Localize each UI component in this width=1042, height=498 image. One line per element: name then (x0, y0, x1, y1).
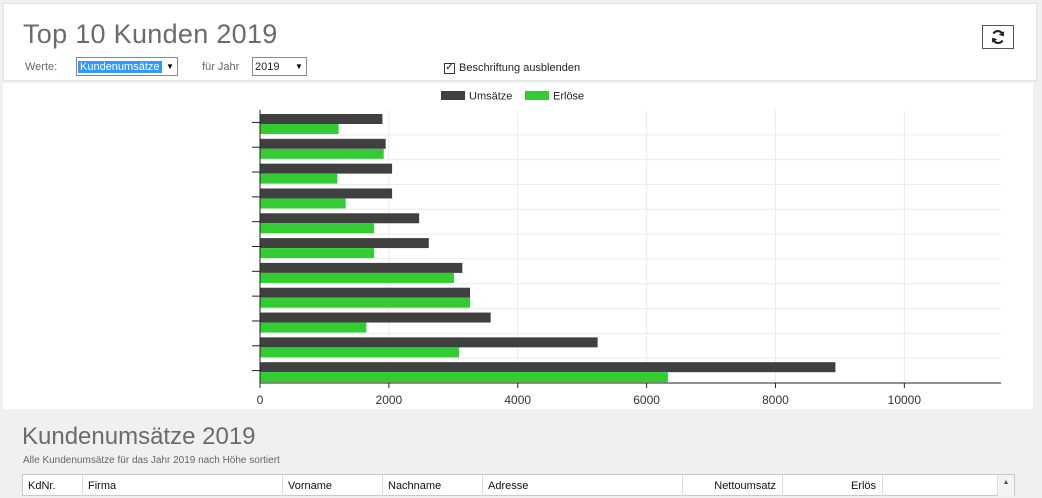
column-header-erloes[interactable]: Erlös (783, 475, 883, 496)
bar-umsaetze (260, 312, 491, 323)
bar-umsaetze (260, 114, 383, 124)
bar-umsaetze (260, 287, 471, 298)
bar-erloese (260, 124, 339, 134)
hide-labels-checkbox[interactable]: ✓ (444, 62, 455, 74)
x-tick-label: 8000 (762, 393, 789, 407)
bar-umsaetze (260, 262, 463, 273)
legend-label-umsaetze: Umsätze (469, 91, 512, 103)
refresh-button[interactable] (982, 25, 1014, 49)
x-tick-label: 0 (257, 393, 264, 407)
header-panel: Top 10 Kunden 2019 Werte: Kundenumsätze … (3, 3, 1037, 81)
column-header-vorname[interactable]: Vorname (283, 475, 383, 496)
bar-erloese (260, 297, 471, 308)
bar-erloese (260, 148, 384, 159)
bar-erloese (260, 173, 338, 184)
x-tick-label: 6000 (633, 393, 660, 407)
column-header-nettoumsatz[interactable]: Nettoumsatz (683, 475, 783, 496)
hide-labels-option[interactable]: ✓ Beschriftung ausblenden (444, 62, 580, 74)
section-title: Kundenumsätze 2019 (22, 423, 256, 450)
table-header: KdNr. Firma Vorname Nachname Adresse Net… (22, 474, 1015, 496)
bar-erloese (260, 322, 367, 333)
bar-umsaetze (260, 362, 836, 373)
bar-erloese (260, 347, 460, 358)
jahr-select-value: 2019 (255, 60, 280, 73)
x-tick-label: 10000 (888, 393, 922, 407)
bar-erloese (260, 223, 375, 234)
jahr-select[interactable]: 2019 ▼ (252, 57, 307, 76)
legend-swatch-umsaetze (441, 91, 465, 100)
hide-labels-label: Beschriftung ausblenden (459, 62, 581, 74)
bar-erloese (260, 198, 346, 209)
jahr-label: für Jahr (202, 61, 240, 73)
bar-umsaetze (260, 188, 393, 199)
column-header-kdnr[interactable]: KdNr. (23, 475, 83, 496)
legend-label-erloese: Erlöse (553, 91, 584, 103)
bar-umsaetze (260, 138, 386, 149)
bar-erloese (260, 372, 668, 383)
column-header-adresse[interactable]: Adresse (483, 475, 683, 496)
page-title: Top 10 Kunden 2019 (23, 19, 278, 49)
chevron-down-icon: ▼ (295, 62, 303, 71)
legend-swatch-erloese (525, 91, 549, 100)
bar-chart: 0 2000 4000 6000 8000 10000 Umsätze Erlöse (252, 91, 1001, 407)
werte-label: Werte: (25, 61, 58, 73)
bar-erloese (260, 248, 375, 259)
x-tick-label: 2000 (376, 393, 403, 407)
section-description: Alle Kundenumsätze für das Jahr 2019 nac… (23, 455, 280, 466)
x-tick-label: 4000 (504, 393, 531, 407)
refresh-icon (991, 29, 1005, 45)
chevron-down-icon: ▼ (166, 62, 174, 71)
bar-erloese (260, 272, 454, 283)
bar-umsaetze (260, 213, 420, 224)
column-header-nachname[interactable]: Nachname (383, 475, 483, 496)
werte-select-value: Kundenumsätze (78, 60, 162, 73)
bar-umsaetze (260, 163, 393, 174)
scroll-up-button[interactable]: ▲ (997, 475, 1014, 496)
column-header-firma[interactable]: Firma (83, 475, 283, 496)
bar-umsaetze (260, 238, 429, 249)
bar-umsaetze (260, 337, 598, 348)
werte-select[interactable]: Kundenumsätze ▼ (76, 57, 178, 76)
chart-panel: 0 2000 4000 6000 8000 10000 Umsätze Erlöse (3, 83, 1033, 409)
